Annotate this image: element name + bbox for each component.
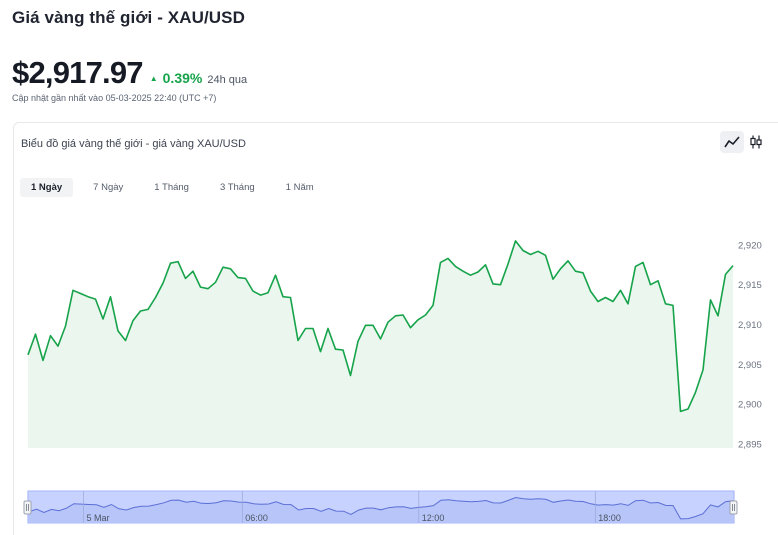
navigator-left-handle[interactable] [23, 500, 32, 515]
navigator-tick-label: 18:00 [598, 513, 621, 523]
y-tick-label: 2,900 [738, 400, 762, 411]
price-line [27, 240, 734, 413]
current-price: $2,917.97 [12, 55, 144, 90]
y-tick-label: 2,920 [738, 240, 762, 251]
candlestick-icon [750, 135, 762, 149]
price-change: ▲ 0.39% 24h qua [150, 70, 247, 86]
y-tick-label: 2,895 [738, 440, 762, 451]
y-axis: 2,920 2,915 2,910 2,905 2,900 2,895 [738, 240, 762, 450]
y-tick-label: 2,905 [738, 360, 762, 371]
time-range-tabs: 1 Ngày 7 Ngày 1 Tháng 3 Tháng 1 Năm [20, 178, 334, 197]
up-arrow-icon: ▲ [149, 74, 158, 83]
navigator-ticks: 5 Mar 06:00 12:00 18:00 [83, 491, 621, 523]
last-updated: Cập nhật gần nhất vào 05-03-2025 22:40 (… [12, 93, 217, 103]
candlestick-chart-button[interactable] [744, 131, 768, 153]
chart-title: Biểu đồ giá vàng thế giới - giá vàng XAU… [21, 138, 246, 150]
price-row: $2,917.97 ▲ 0.39% 24h qua [12, 55, 247, 91]
navigator-tick-label: 12:00 [422, 513, 445, 523]
range-tab-1y[interactable]: 1 Năm [285, 182, 314, 193]
chart-mode-toggle [720, 131, 768, 153]
navigator-right-handle[interactable] [729, 500, 738, 515]
page-title: Giá vàng thế giới - XAU/USD [12, 8, 245, 27]
change-percent: 0.39% [162, 70, 203, 86]
navigator-tick-label: 5 Mar [87, 513, 110, 523]
range-tab-7d[interactable]: 7 Ngày [93, 182, 124, 193]
line-chart-icon [724, 136, 740, 148]
range-tab-3m[interactable]: 3 Tháng [219, 182, 255, 193]
navigator[interactable]: 5 Mar 06:00 12:00 18:00 [23, 490, 738, 524]
range-tab-1d[interactable]: 1 Ngày [20, 178, 74, 197]
y-tick-label: 2,910 [738, 320, 762, 331]
y-tick-label: 2,915 [738, 280, 762, 291]
navigator-tick-label: 06:00 [245, 513, 268, 523]
line-chart-button[interactable] [720, 131, 744, 153]
navigator-line [28, 496, 734, 520]
change-period: 24h qua [207, 74, 248, 86]
price-area [28, 240, 733, 448]
range-tab-1m[interactable]: 1 Tháng [154, 182, 189, 193]
